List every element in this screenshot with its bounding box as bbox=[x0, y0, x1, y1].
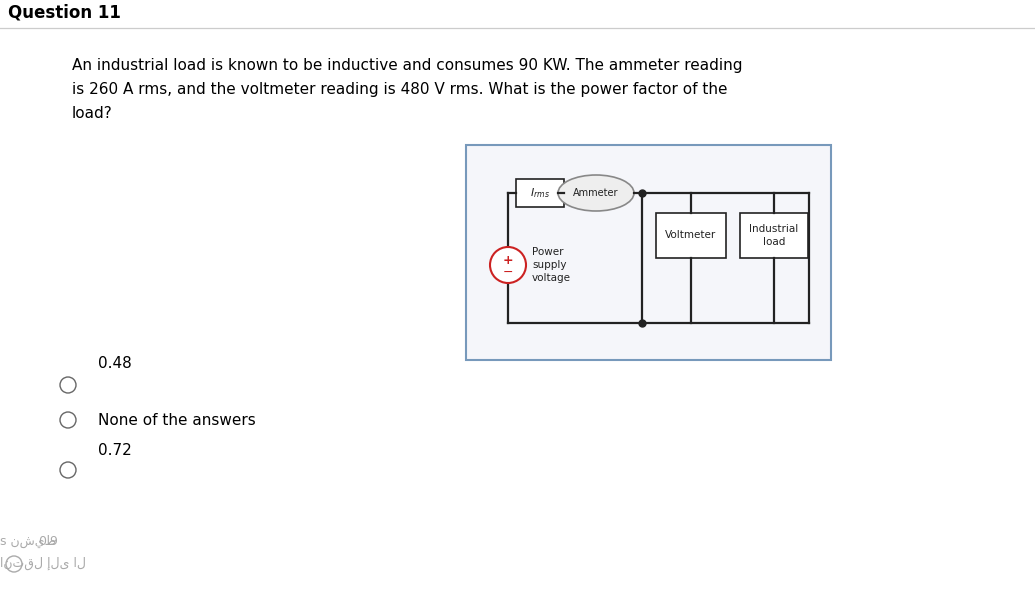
Text: $\mathit{I}_{rms}$: $\mathit{I}_{rms}$ bbox=[530, 186, 550, 200]
Circle shape bbox=[490, 247, 526, 283]
Circle shape bbox=[60, 412, 76, 428]
Text: 0.9: 0.9 bbox=[38, 535, 58, 548]
Circle shape bbox=[6, 556, 22, 572]
Ellipse shape bbox=[558, 175, 634, 211]
Bar bbox=[656, 213, 726, 258]
Text: None of the answers: None of the answers bbox=[98, 413, 256, 428]
Text: is 260 A rms, and the voltmeter reading is 480 V rms. What is the power factor o: is 260 A rms, and the voltmeter reading … bbox=[72, 82, 728, 97]
Bar bbox=[740, 213, 808, 258]
Bar bbox=[516, 179, 564, 207]
Text: Power
supply
voltage: Power supply voltage bbox=[532, 247, 571, 283]
Text: Industrial
load: Industrial load bbox=[749, 224, 799, 247]
Text: +: + bbox=[503, 253, 513, 267]
Text: −: − bbox=[503, 265, 513, 278]
Text: 0.72: 0.72 bbox=[98, 443, 131, 458]
Text: load?: load? bbox=[72, 106, 113, 121]
Circle shape bbox=[60, 462, 76, 478]
Text: Question 11: Question 11 bbox=[8, 4, 121, 22]
Bar bbox=[466, 145, 831, 360]
Text: An industrial load is known to be inductive and consumes 90 KW. The ammeter read: An industrial load is known to be induct… bbox=[72, 58, 742, 73]
Text: s نشيط: s نشيط bbox=[0, 535, 56, 548]
Text: Ammeter: Ammeter bbox=[573, 188, 619, 198]
Circle shape bbox=[60, 377, 76, 393]
Text: 0.48: 0.48 bbox=[98, 356, 131, 371]
Text: انتقل إلى ال: انتقل إلى ال bbox=[0, 557, 86, 571]
Text: Voltmeter: Voltmeter bbox=[666, 230, 716, 240]
